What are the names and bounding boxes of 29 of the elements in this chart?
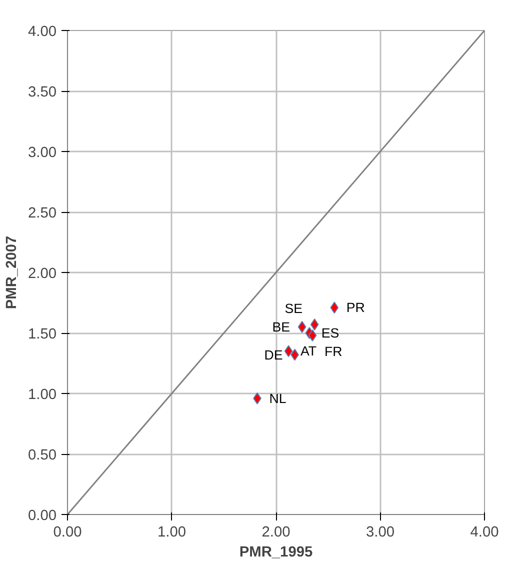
- annotation: PR: [346, 300, 365, 316]
- y-tick-label: 3.50: [28, 84, 57, 100]
- annotation: DE: [264, 347, 283, 362]
- x-tick-label: 2.00: [262, 524, 290, 540]
- point: [308, 329, 317, 342]
- annotation: ES: [321, 326, 340, 340]
- annotation: NL: [269, 390, 286, 406]
- x-tick-label: 0.00: [53, 524, 82, 540]
- annotation: SE: [284, 301, 303, 316]
- annotation: FR: [324, 344, 342, 359]
- point: [330, 302, 339, 314]
- annotation: BE: [272, 319, 290, 334]
- y-tick-label: 2.50: [28, 206, 57, 222]
- y-tick-label: 1.00: [28, 387, 57, 403]
- annotation: AT: [300, 344, 317, 359]
- x-tick-label: 4.00: [470, 524, 499, 540]
- y-axis-title: PMR_2007: [4, 236, 20, 310]
- y-tick-label: 1.50: [28, 326, 57, 342]
- point: [298, 320, 306, 333]
- y-tick-label: 0.00: [28, 508, 57, 524]
- x-tick-label: 1.00: [157, 524, 186, 540]
- x-axis-title: PMR_1995: [239, 544, 313, 560]
- y-tick-label: 2.00: [28, 266, 57, 282]
- point: [310, 318, 319, 331]
- point: [284, 345, 293, 358]
- y-tick-label: 0.50: [28, 448, 57, 464]
- x-tick-label: 3.00: [366, 524, 395, 540]
- y-tick-label: 4.00: [28, 24, 57, 40]
- y-tick-label: 3.00: [28, 145, 57, 161]
